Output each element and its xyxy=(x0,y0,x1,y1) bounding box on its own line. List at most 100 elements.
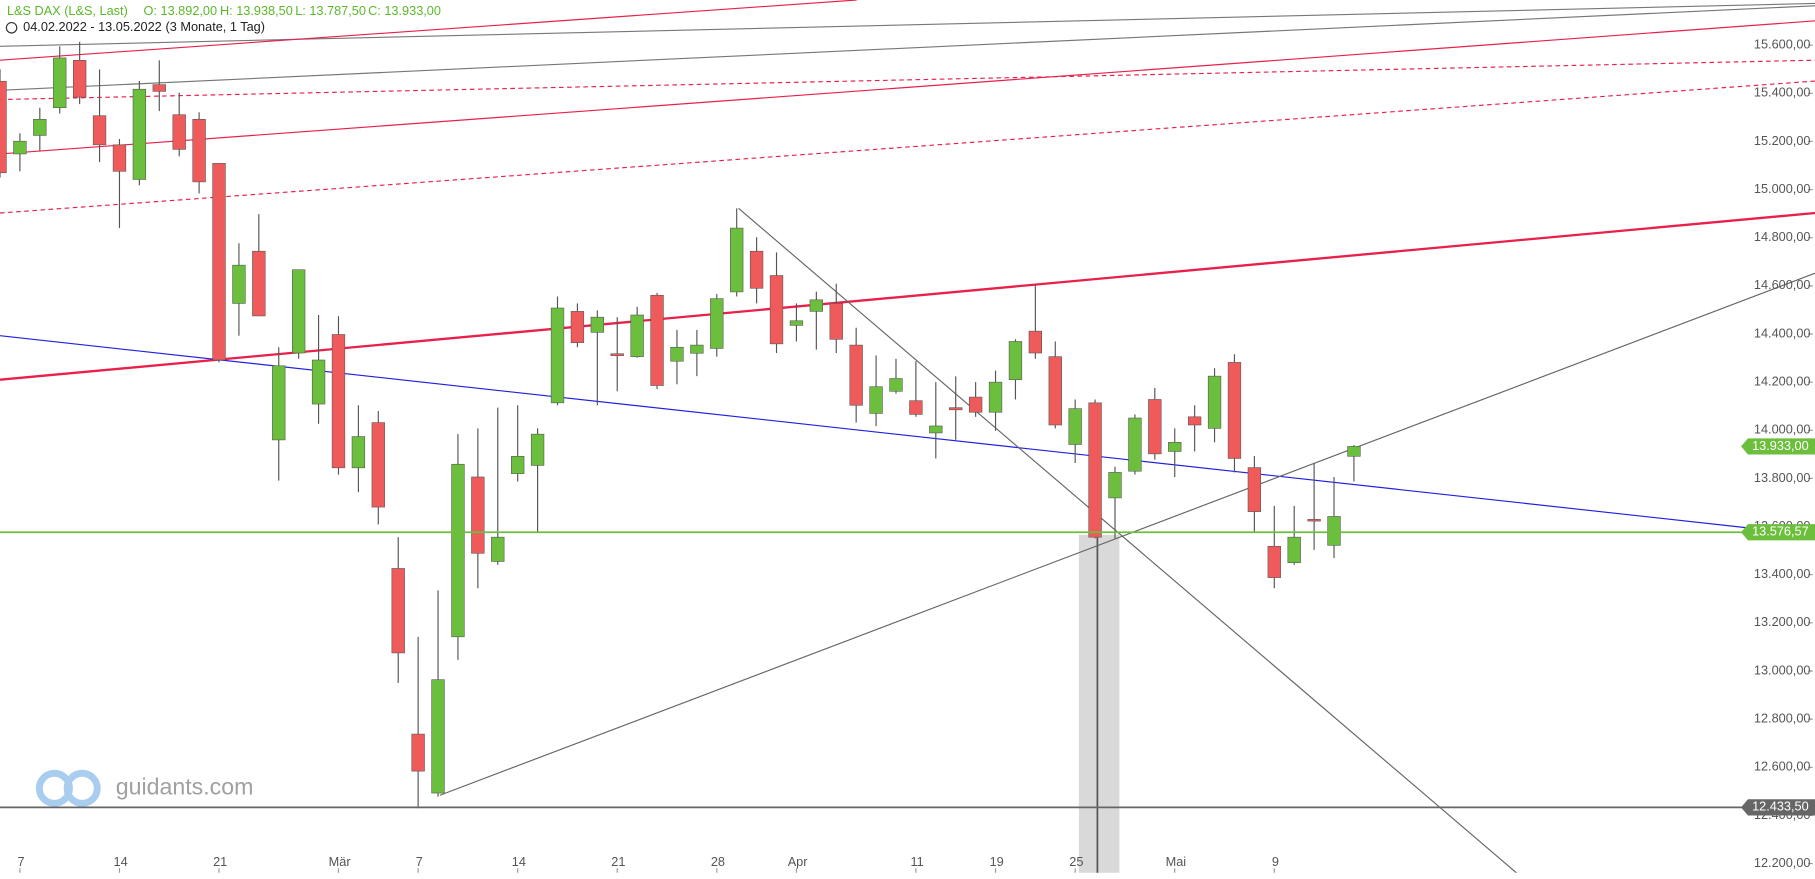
candle-body xyxy=(1148,399,1162,455)
candle-body xyxy=(690,344,704,354)
trend-line xyxy=(0,0,857,61)
candle-body xyxy=(1327,516,1341,546)
candle-body xyxy=(351,436,366,469)
candle-body xyxy=(610,353,624,356)
clock-icon xyxy=(5,21,18,34)
x-tick-label: 21 xyxy=(213,854,227,869)
y-tick-label: 13.800,00 xyxy=(1754,470,1811,485)
candle-body xyxy=(949,407,963,411)
candle-body xyxy=(391,568,405,654)
candle-body xyxy=(889,378,903,392)
y-tick-label: 14.600,00 xyxy=(1754,277,1811,292)
x-tick-label: 14 xyxy=(114,854,128,869)
candle-body xyxy=(92,115,107,146)
x-tick-label: 25 xyxy=(1069,854,1083,869)
candle-body xyxy=(809,299,823,312)
candle-body xyxy=(630,314,644,357)
price-tag-label: 13.933,00 xyxy=(1752,438,1809,453)
candle-body xyxy=(670,346,684,362)
y-tick-label: 13.200,00 xyxy=(1754,614,1811,629)
logo-icon xyxy=(63,769,101,807)
candle-body xyxy=(1287,536,1301,563)
candle-body xyxy=(53,57,67,109)
candle-body xyxy=(331,334,346,469)
trend-line xyxy=(0,20,1815,155)
price-tag-label: 13.576,57 xyxy=(1752,524,1809,539)
candle-body xyxy=(550,307,565,404)
candle-body xyxy=(1008,341,1023,381)
header-value: O: 13.892,00 xyxy=(144,3,218,18)
x-tick-label: 14 xyxy=(512,854,526,869)
candle-body xyxy=(172,114,186,150)
y-tick-label: 15.600,00 xyxy=(1754,37,1811,52)
candle-body xyxy=(749,250,764,289)
y-tick-label: 14.000,00 xyxy=(1754,422,1811,437)
candle-body xyxy=(1247,467,1262,512)
y-tick-label: 13.400,00 xyxy=(1754,566,1811,581)
price-tag xyxy=(1741,799,1815,816)
watermark: guidants.com xyxy=(116,773,254,799)
y-tick-label: 13.000,00 xyxy=(1754,662,1811,677)
logo: guidants.com xyxy=(35,769,254,807)
candle-body xyxy=(570,311,585,343)
x-tick-label: 28 xyxy=(711,854,725,869)
x-tick-label: 9 xyxy=(1272,854,1279,869)
candle-body xyxy=(1227,362,1242,459)
candle-body xyxy=(13,140,27,155)
trend-line xyxy=(0,80,1815,214)
trend-line xyxy=(0,211,1815,381)
candle-body xyxy=(789,320,804,326)
candle-body xyxy=(909,400,923,415)
candle-body xyxy=(132,88,147,180)
candle-body xyxy=(1267,546,1281,578)
candle-body xyxy=(1128,417,1142,472)
candle-body xyxy=(0,80,7,174)
candle-body xyxy=(1048,356,1062,426)
candle-body xyxy=(929,425,943,434)
trend-line xyxy=(0,59,1815,101)
x-tick-label: 19 xyxy=(990,854,1004,869)
y-tick-label: 14.200,00 xyxy=(1754,374,1811,389)
candle-body xyxy=(112,144,127,172)
x-tick-label: Mär xyxy=(329,854,352,869)
x-tick-label: 11 xyxy=(910,854,923,869)
trend-line xyxy=(0,335,1749,529)
candle-body xyxy=(730,227,744,293)
candle-body xyxy=(1307,519,1321,522)
candle-body xyxy=(1068,408,1082,445)
candle-body xyxy=(431,679,445,794)
candle-body xyxy=(491,536,505,562)
header-value: C: 13.933,00 xyxy=(368,3,441,18)
period: (3 Monate, 1 Tag) xyxy=(166,19,265,34)
candle-body xyxy=(1347,446,1361,457)
trend-line xyxy=(738,207,1517,874)
candle-body xyxy=(1207,375,1222,429)
candle-body xyxy=(152,84,166,92)
candle-body xyxy=(192,119,206,183)
candle-body xyxy=(829,303,843,340)
selection-band xyxy=(1078,534,1120,873)
y-tick-label: 12.800,00 xyxy=(1754,710,1811,725)
candle-body xyxy=(530,433,545,466)
candle-body xyxy=(371,422,385,508)
y-tick-label: 15.400,00 xyxy=(1754,85,1811,100)
candle-body xyxy=(411,733,425,772)
candle-body xyxy=(72,60,87,98)
price-tag xyxy=(1741,438,1815,455)
price-tag-label: 12.433,50 xyxy=(1752,799,1809,814)
candle-body xyxy=(988,381,1003,413)
header-value: L: 13.787,50 xyxy=(295,3,366,18)
candle-body xyxy=(292,269,306,354)
candle-body xyxy=(232,264,246,304)
price-tag xyxy=(1741,524,1815,541)
candle-body xyxy=(590,316,604,333)
candle-body xyxy=(451,463,465,638)
candle-body xyxy=(212,163,226,361)
x-tick-label: Mai xyxy=(1166,854,1187,869)
candle-body xyxy=(769,275,784,345)
y-tick-label: 15.200,00 xyxy=(1754,133,1811,148)
x-tick-label: 7 xyxy=(416,854,423,869)
candle-body xyxy=(968,396,983,413)
